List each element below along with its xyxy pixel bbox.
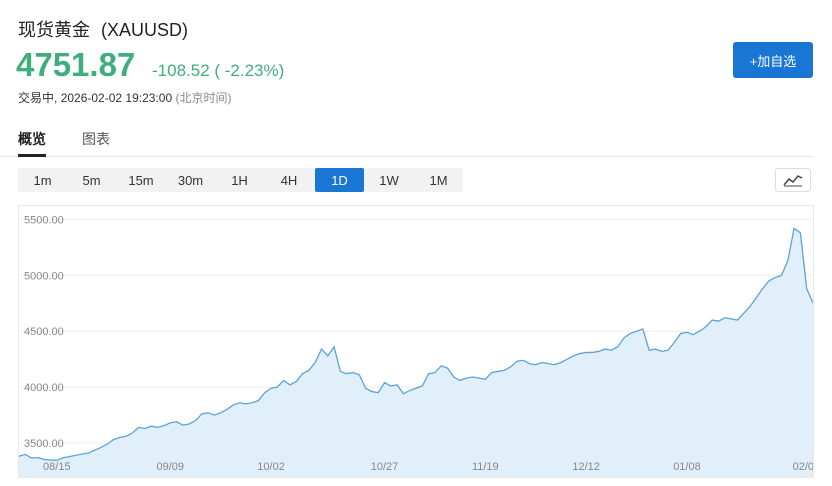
price-chart-svg[interactable]: 3500.00 4000.00 4500.00 5000.00 5500.00 08/1… bbox=[19, 206, 814, 478]
x-tick-label: 01/08 bbox=[673, 461, 701, 473]
tab-bar: 概览 图表 bbox=[0, 126, 814, 157]
interval-1d[interactable]: 1D bbox=[315, 168, 364, 192]
trading-status: 交易中, 2026-02-02 19:23:00 (北京时间) bbox=[18, 89, 231, 106]
line-chart-icon bbox=[783, 175, 803, 187]
active-tab-indicator bbox=[18, 154, 46, 157]
interval-1m[interactable]: 1m bbox=[33, 172, 52, 188]
add-watchlist-button[interactable]: +加自选 bbox=[733, 42, 813, 78]
chart-type-button[interactable] bbox=[775, 168, 811, 192]
interval-1mo[interactable]: 1M bbox=[429, 172, 448, 188]
y-axis-ticks: 3500.00 4000.00 4500.00 5000.00 5500.00 bbox=[24, 214, 64, 450]
price-change: -108.52 ( -2.23%) bbox=[152, 61, 285, 80]
price-chart[interactable]: 3500.00 4000.00 4500.00 5000.00 5500.00 08/1… bbox=[18, 205, 814, 478]
y-tick-label: 5000.00 bbox=[24, 270, 64, 282]
instrument-symbol: (XAUUSD) bbox=[101, 20, 189, 40]
instrument-name: 现货黄金 bbox=[18, 20, 90, 40]
interval-1w[interactable]: 1W bbox=[379, 172, 399, 188]
x-tick-label: 10/27 bbox=[371, 461, 399, 473]
x-tick-label: 08/15 bbox=[43, 461, 71, 473]
x-tick-label: 09/09 bbox=[156, 461, 184, 473]
tab-chart[interactable]: 图表 bbox=[82, 131, 110, 147]
x-tick-label: 12/12 bbox=[572, 461, 600, 473]
price-series-line bbox=[19, 227, 813, 461]
y-tick-label: 4000.00 bbox=[24, 382, 64, 394]
interval-15m[interactable]: 15m bbox=[128, 172, 154, 188]
current-price: 4751.87 bbox=[16, 46, 136, 83]
y-tick-label: 3500.00 bbox=[24, 438, 64, 450]
y-tick-label: 5500.00 bbox=[24, 214, 64, 226]
tab-overview[interactable]: 概览 bbox=[18, 131, 46, 147]
quote-datetime: 2026-02-02 19:23:00 bbox=[60, 91, 173, 105]
price-area-fill bbox=[19, 228, 813, 477]
interval-1h[interactable]: 1H bbox=[231, 172, 248, 188]
x-axis-ticks: 08/15 09/09 10/02 10/27 11/19 12/12 01/08 02/0 bbox=[43, 461, 814, 473]
timezone-label: (北京时间) bbox=[175, 91, 232, 105]
interval-selector: 1m 5m 15m 30m 1H 4H 1D 1W 1M bbox=[18, 168, 463, 192]
interval-5m[interactable]: 5m bbox=[82, 172, 101, 188]
status-text: 交易中, bbox=[18, 91, 58, 105]
interval-4h[interactable]: 4H bbox=[280, 172, 298, 188]
x-tick-label: 02/0 bbox=[793, 461, 814, 473]
x-tick-label: 11/19 bbox=[472, 461, 499, 473]
interval-30m[interactable]: 30m bbox=[177, 172, 204, 188]
page-title: 现货黄金 (XAUUSD) bbox=[18, 16, 188, 42]
y-tick-label: 4500.00 bbox=[24, 326, 64, 338]
x-tick-label: 10/02 bbox=[257, 461, 285, 473]
